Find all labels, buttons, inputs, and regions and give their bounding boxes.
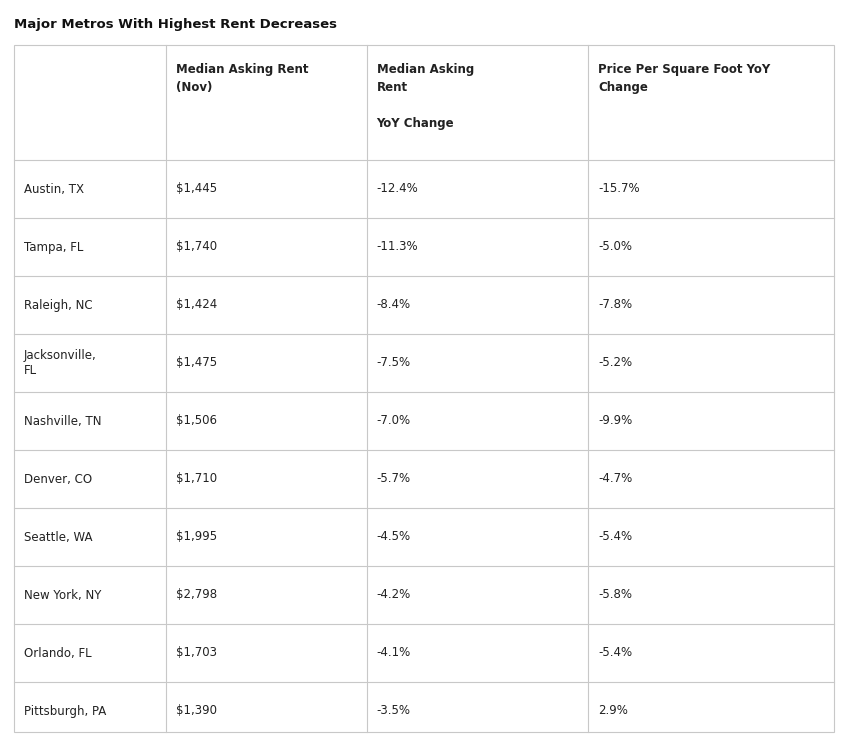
Text: $1,475: $1,475	[176, 356, 217, 370]
Text: -5.4%: -5.4%	[598, 647, 632, 659]
Text: -15.7%: -15.7%	[598, 182, 639, 196]
Text: -11.3%: -11.3%	[377, 240, 418, 254]
Text: -5.0%: -5.0%	[598, 240, 632, 254]
Text: Median Asking
Rent

YoY Change: Median Asking Rent YoY Change	[377, 63, 474, 130]
Text: -4.7%: -4.7%	[598, 472, 633, 486]
Text: -4.1%: -4.1%	[377, 647, 410, 659]
Text: -5.8%: -5.8%	[598, 589, 632, 601]
Text: $1,424: $1,424	[176, 298, 217, 312]
Text: Major Metros With Highest Rent Decreases: Major Metros With Highest Rent Decreases	[14, 18, 337, 31]
Text: Raleigh, NC: Raleigh, NC	[24, 298, 92, 312]
Text: $1,740: $1,740	[176, 240, 217, 254]
Text: 2.9%: 2.9%	[598, 705, 628, 717]
Text: $2,798: $2,798	[176, 589, 217, 601]
Text: Austin, TX: Austin, TX	[24, 182, 84, 196]
Text: Nashville, TN: Nashville, TN	[24, 414, 102, 428]
Text: -7.0%: -7.0%	[377, 414, 410, 428]
Text: New York, NY: New York, NY	[24, 589, 102, 601]
Text: -5.2%: -5.2%	[598, 356, 632, 370]
Text: Median Asking Rent
(Nov): Median Asking Rent (Nov)	[176, 63, 308, 94]
Text: -3.5%: -3.5%	[377, 705, 410, 717]
Text: -8.4%: -8.4%	[377, 298, 410, 312]
Text: -7.5%: -7.5%	[377, 356, 410, 370]
Text: $1,710: $1,710	[176, 472, 217, 486]
Text: $1,703: $1,703	[176, 647, 217, 659]
Text: $1,995: $1,995	[176, 530, 217, 544]
Text: -12.4%: -12.4%	[377, 182, 418, 196]
Text: Orlando, FL: Orlando, FL	[24, 647, 92, 659]
Text: Price Per Square Foot YoY
Change: Price Per Square Foot YoY Change	[598, 63, 770, 94]
Text: Denver, CO: Denver, CO	[24, 472, 92, 486]
Text: Jacksonville,
FL: Jacksonville, FL	[24, 348, 97, 377]
Text: -5.7%: -5.7%	[377, 472, 410, 486]
Text: -5.4%: -5.4%	[598, 530, 632, 544]
Text: -7.8%: -7.8%	[598, 298, 632, 312]
Text: Seattle, WA: Seattle, WA	[24, 530, 92, 544]
Text: -4.2%: -4.2%	[377, 589, 410, 601]
Text: $1,390: $1,390	[176, 705, 217, 717]
Text: $1,506: $1,506	[176, 414, 217, 428]
Text: $1,445: $1,445	[176, 182, 217, 196]
Text: Pittsburgh, PA: Pittsburgh, PA	[24, 705, 106, 717]
Text: -9.9%: -9.9%	[598, 414, 633, 428]
Text: Tampa, FL: Tampa, FL	[24, 240, 83, 254]
Text: -4.5%: -4.5%	[377, 530, 410, 544]
